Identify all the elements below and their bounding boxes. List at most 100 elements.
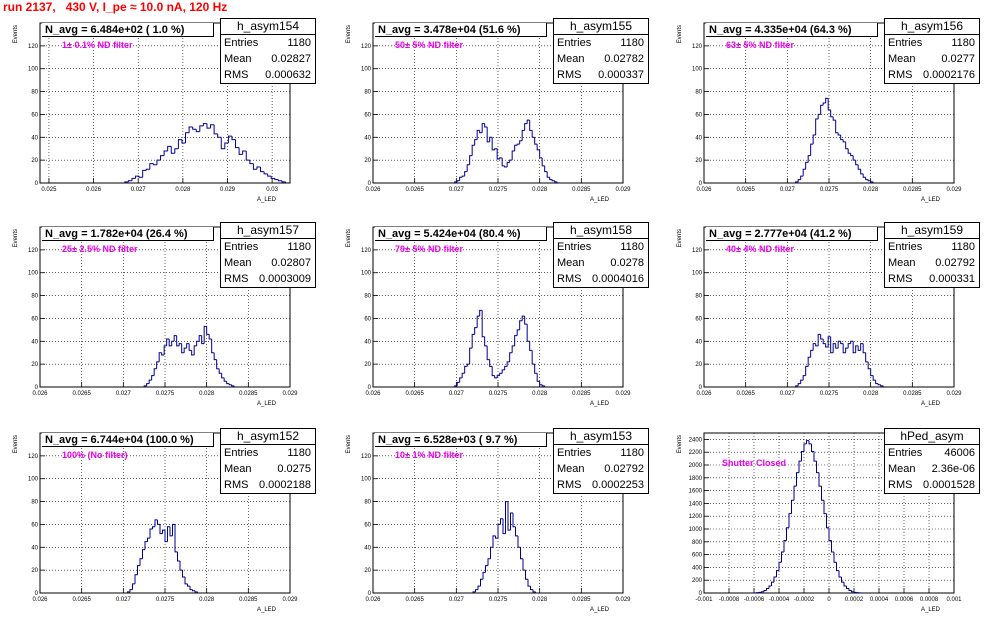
y-tick-label: 60 <box>364 112 371 118</box>
y-tick-label: 200 <box>692 578 703 584</box>
histogram-bin <box>462 373 465 378</box>
y-tick-label: 120 <box>28 454 39 460</box>
filter-label: 79± 5% ND filter <box>395 244 463 254</box>
histogram-bin <box>803 169 806 176</box>
histogram-bin <box>218 134 222 137</box>
histogram-bin <box>157 160 161 165</box>
x-tick-label: 0 <box>827 597 831 603</box>
x-tick-label: 0.0265 <box>405 391 424 397</box>
histogram-bin <box>817 461 820 473</box>
histogram-bin <box>487 346 490 360</box>
y-axis-label: Events <box>13 229 19 247</box>
histogram-bin <box>175 524 178 551</box>
histogram-bin <box>152 376 155 381</box>
x-axis-label: A_LED <box>921 197 941 203</box>
histogram-bin <box>209 334 212 339</box>
histogram-bin <box>505 366 508 369</box>
stats-entries-value: 1180 <box>951 239 975 255</box>
y-tick-label: 20 <box>364 568 371 574</box>
x-tick-label: 0.0285 <box>239 597 258 603</box>
x-tick-label: 0.028 <box>863 391 879 397</box>
histogram-bin <box>801 176 804 179</box>
x-tick-label: 0.03 <box>266 187 278 193</box>
histogram-bin <box>851 153 854 155</box>
filter-label: 40± 4% ND filter <box>726 244 794 254</box>
y-tick-label: 20 <box>695 158 702 164</box>
y-tick-label: 40 <box>364 135 371 141</box>
x-tick-label: 0.029 <box>946 187 962 193</box>
stats-mean-value: 0.02827 <box>271 51 311 67</box>
n-avg-label: N_avg = 1.782e+04 (26.4 %) <box>42 227 214 241</box>
histogram-bin <box>827 514 830 528</box>
histogram-bin <box>812 444 815 452</box>
histogram-bin <box>130 590 133 592</box>
stats-mean-label: Mean <box>557 51 585 67</box>
histogram-bin <box>203 124 207 126</box>
histogram-bin <box>527 324 530 341</box>
histogram-bin <box>510 353 513 362</box>
x-tick-label: 0.0265 <box>405 187 424 193</box>
y-tick-label: 1400 <box>689 501 703 507</box>
histogram-bin <box>858 165 861 170</box>
histogram-bin <box>824 500 827 513</box>
histogram-name: h_asym156 <box>885 19 979 35</box>
y-tick-label: 20 <box>364 158 371 164</box>
histogram-bin <box>829 528 832 541</box>
histogram-bin <box>214 353 217 360</box>
stats-entries-value: 1180 <box>287 35 311 51</box>
y-tick-label: 20 <box>31 362 38 368</box>
histogram-bin <box>157 362 160 369</box>
y-tick-label: 0 <box>35 181 39 187</box>
filter-label: Shutter Closed <box>722 458 786 468</box>
histogram-bin <box>161 156 165 161</box>
x-tick-label: 0.0265 <box>736 391 755 397</box>
x-tick-label: 0.027 <box>449 391 465 397</box>
histogram-bin <box>792 500 795 513</box>
x-tick-label: 0.026 <box>365 187 381 193</box>
y-tick-label: 80 <box>364 90 371 96</box>
x-tick-label: 0.026 <box>365 597 381 603</box>
x-tick-label: 0.029 <box>282 391 298 397</box>
y-tick-label: 100 <box>361 477 372 483</box>
histogram-bin <box>239 148 243 155</box>
histogram-bin <box>467 364 470 366</box>
x-tick-label: 0.0006 <box>895 597 914 603</box>
x-axis-label: A_LED <box>257 401 277 407</box>
x-tick-label: 0.026 <box>86 187 102 193</box>
filter-label: 25± 2.5% ND filter <box>62 244 137 254</box>
histogram-bin <box>189 344 192 351</box>
histogram-bin <box>531 586 534 589</box>
histogram-bin <box>530 120 533 130</box>
histogram-bin <box>472 334 475 348</box>
n-avg-label: N_avg = 3.478e+04 (51.6 %) <box>375 23 547 37</box>
y-tick-label: 60 <box>31 522 38 528</box>
x-tick-label: 0.029 <box>615 187 631 193</box>
n-avg-label: N_avg = 6.744e+04 (100.0 %) <box>42 433 214 447</box>
histogram-bin <box>542 385 545 386</box>
histogram-bin <box>188 584 191 586</box>
stats-rms-value: 0.0004016 <box>592 271 644 287</box>
y-tick-label: 80 <box>31 500 38 506</box>
histogram-bin <box>470 156 473 165</box>
histogram-bin <box>481 579 484 586</box>
histogram-bin <box>512 151 515 160</box>
histogram-bin <box>878 384 881 385</box>
y-axis-label: Events <box>13 435 19 453</box>
stats-mean-value: 0.02792 <box>935 255 975 271</box>
stats-entries-label: Entries <box>557 239 591 255</box>
x-tick-label: 0.029 <box>615 597 631 603</box>
histogram-bin <box>490 360 493 367</box>
histogram-bin <box>168 146 172 151</box>
stats-mean-value: 0.0278 <box>610 255 644 271</box>
x-tick-label: 0.0265 <box>405 597 424 603</box>
x-tick-label: 0.028 <box>175 187 191 193</box>
y-tick-label: 40 <box>695 339 702 345</box>
